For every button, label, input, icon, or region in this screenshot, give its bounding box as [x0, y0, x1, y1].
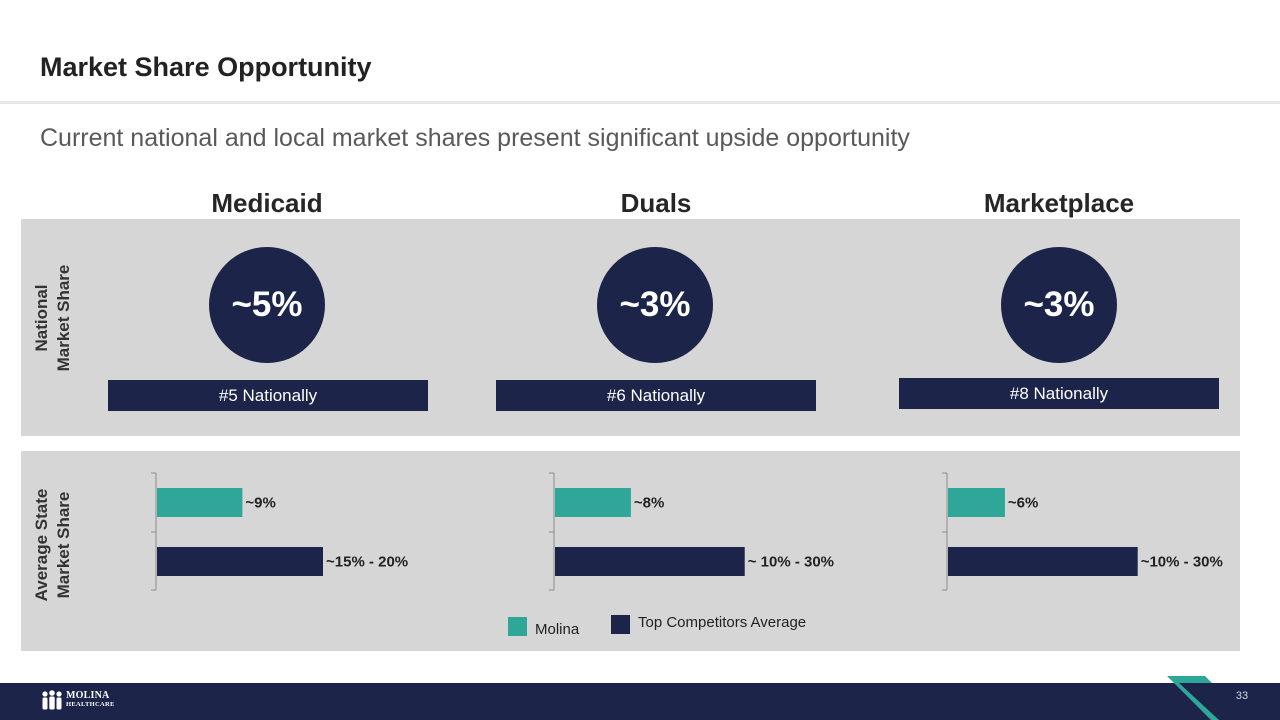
- marketplace-share-circle: ~3%: [1001, 247, 1117, 363]
- legend-swatch-competitors: [611, 615, 630, 634]
- logo-text-line1: MOLINA: [66, 690, 110, 701]
- state-row-label-line2: Market Share: [54, 491, 73, 599]
- logo-text-line2: HEALTHCARE: [66, 701, 115, 708]
- legend-competitors: Top Competitors Average: [611, 614, 807, 634]
- logo-text: MOLINA HEALTHCARE: [66, 691, 115, 709]
- medicaid-rank-bar: #5 Nationally: [108, 380, 428, 411]
- legend-label-competitors: Top Competitors Average: [638, 614, 807, 631]
- marketplace-bar-chart-svg: ~6% ~10% - 30%: [942, 472, 1223, 591]
- national-row-label-line1: National: [32, 284, 51, 352]
- state-row-label: Average State Market Share: [31, 470, 81, 620]
- footer-bar: [0, 683, 1280, 720]
- state-row-label-line1: Average State: [32, 488, 51, 602]
- medicaid-bar-molina: [157, 488, 243, 517]
- duals-bar-competitors: [555, 547, 745, 576]
- medicaid-bar-label-molina: ~9%: [245, 495, 275, 512]
- slide-subtitle: Current national and local market shares…: [40, 124, 910, 152]
- page-number: 33: [1235, 690, 1249, 702]
- medicaid-bar-competitors: [157, 547, 323, 576]
- legend-swatch-molina: [508, 617, 527, 636]
- medicaid-bar-label-competitors: ~15% - 20%: [326, 554, 408, 571]
- column-header-marketplace: Marketplace: [983, 188, 1135, 218]
- marketplace-rank-bar: #8 Nationally: [899, 378, 1219, 409]
- column-header-duals: Duals: [620, 188, 692, 218]
- duals-bar-chart: ~8% ~ 10% - 30%: [548, 470, 848, 600]
- duals-bar-chart-svg: ~8% ~ 10% - 30%: [549, 472, 834, 591]
- molina-logo: MOLINA HEALTHCARE: [40, 690, 115, 710]
- duals-bar-label-molina: ~8%: [634, 495, 664, 512]
- duals-share-circle: ~3%: [597, 247, 713, 363]
- duals-rank-bar: #6 Nationally: [496, 380, 816, 411]
- national-row-label: National Market Share: [31, 248, 81, 388]
- legend-label-molina: Molina: [535, 621, 580, 638]
- duals-bar-molina: [555, 488, 631, 517]
- column-header-medicaid: Medicaid: [211, 188, 323, 218]
- medicaid-bar-chart-svg: ~9% ~15% - 20%: [151, 472, 408, 591]
- legend-molina: Molina: [508, 615, 579, 638]
- marketplace-bar-label-molina: ~6%: [1008, 495, 1038, 512]
- national-row-label-line2: Market Share: [54, 264, 73, 372]
- marketplace-bar-molina: [948, 488, 1005, 517]
- marketplace-bar-label-competitors: ~10% - 30%: [1141, 554, 1223, 571]
- marketplace-bar-competitors: [948, 547, 1138, 576]
- duals-bar-label-competitors: ~ 10% - 30%: [748, 554, 834, 571]
- title-divider: [0, 101, 1280, 104]
- medicaid-bar-chart: ~9% ~15% - 20%: [150, 470, 450, 600]
- marketplace-bar-chart: ~6% ~10% - 30%: [941, 470, 1241, 600]
- footer-accent-shape: [1167, 676, 1280, 720]
- slide-title: Market Share Opportunity: [40, 52, 372, 82]
- medicaid-share-circle: ~5%: [209, 247, 325, 363]
- family-figures-icon: [42, 690, 62, 710]
